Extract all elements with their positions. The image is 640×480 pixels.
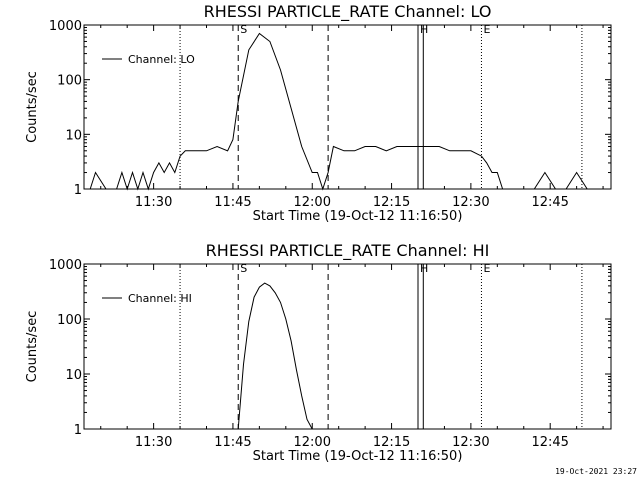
plot-frame	[83, 24, 612, 190]
x-tick-label: 12:30	[452, 195, 489, 210]
annotation-label: H	[420, 23, 428, 36]
chart-panel-2: S H E 11:30 11:45 12:00 12:15 12:30 12:45 1 10 100 1…	[25, 241, 612, 464]
x-tick-label: 11:45	[214, 435, 251, 450]
series-line	[84, 32, 609, 191]
y-tick-label: 1	[74, 423, 82, 438]
legend-entry: Channel: HI	[128, 292, 192, 305]
annotation-label: S	[240, 23, 247, 36]
y-tick-label: 1000	[49, 19, 82, 34]
y-axis-label: Counts/sec	[25, 311, 40, 383]
annotation-label: S	[240, 262, 247, 275]
x-tick-label: 12:15	[373, 435, 410, 450]
y-axis-label: Counts/sec	[25, 71, 40, 143]
x-tick-label: 12:45	[531, 195, 568, 210]
annotation-label: E	[483, 262, 490, 275]
x-tick-label: 12:00	[294, 435, 331, 450]
x-tick-label: 11:30	[135, 195, 172, 210]
x-tick-label: 12:00	[294, 195, 331, 210]
chart-title: RHESSI PARTICLE_RATE Channel: HI	[206, 241, 490, 261]
y-tick-label: 100	[57, 313, 82, 328]
x-tick-label: 11:30	[135, 435, 172, 450]
x-tick-label: 12:30	[452, 435, 489, 450]
chart-panel-1: S H E 11:30 11:45 12:00 12:15 12:30 12:45 1 10 100 1…	[25, 2, 612, 224]
legend-entry: Channel: LO	[128, 53, 195, 66]
chart-title: RHESSI PARTICLE_RATE Channel: LO	[204, 2, 492, 22]
x-axis-label: Start Time (19-Oct-12 11:16:50)	[253, 209, 463, 224]
y-tick-label: 10	[65, 368, 82, 383]
series-line	[237, 282, 313, 430]
annotation-label: E	[483, 23, 490, 36]
plot-frame	[83, 263, 612, 430]
x-axis-label: Start Time (19-Oct-12 11:16:50)	[253, 449, 463, 464]
annotation-label: H	[420, 262, 428, 275]
y-tick-label: 10	[65, 128, 82, 143]
x-tick-label: 12:45	[531, 435, 568, 450]
footer-timestamp: 19-Oct-2021 23:27	[555, 467, 637, 476]
y-tick-label: 1	[74, 183, 82, 198]
y-tick-label: 100	[57, 74, 82, 89]
x-tick-label: 12:15	[373, 195, 410, 210]
y-tick-label: 1000	[49, 258, 82, 273]
x-tick-label: 11:45	[214, 195, 251, 210]
